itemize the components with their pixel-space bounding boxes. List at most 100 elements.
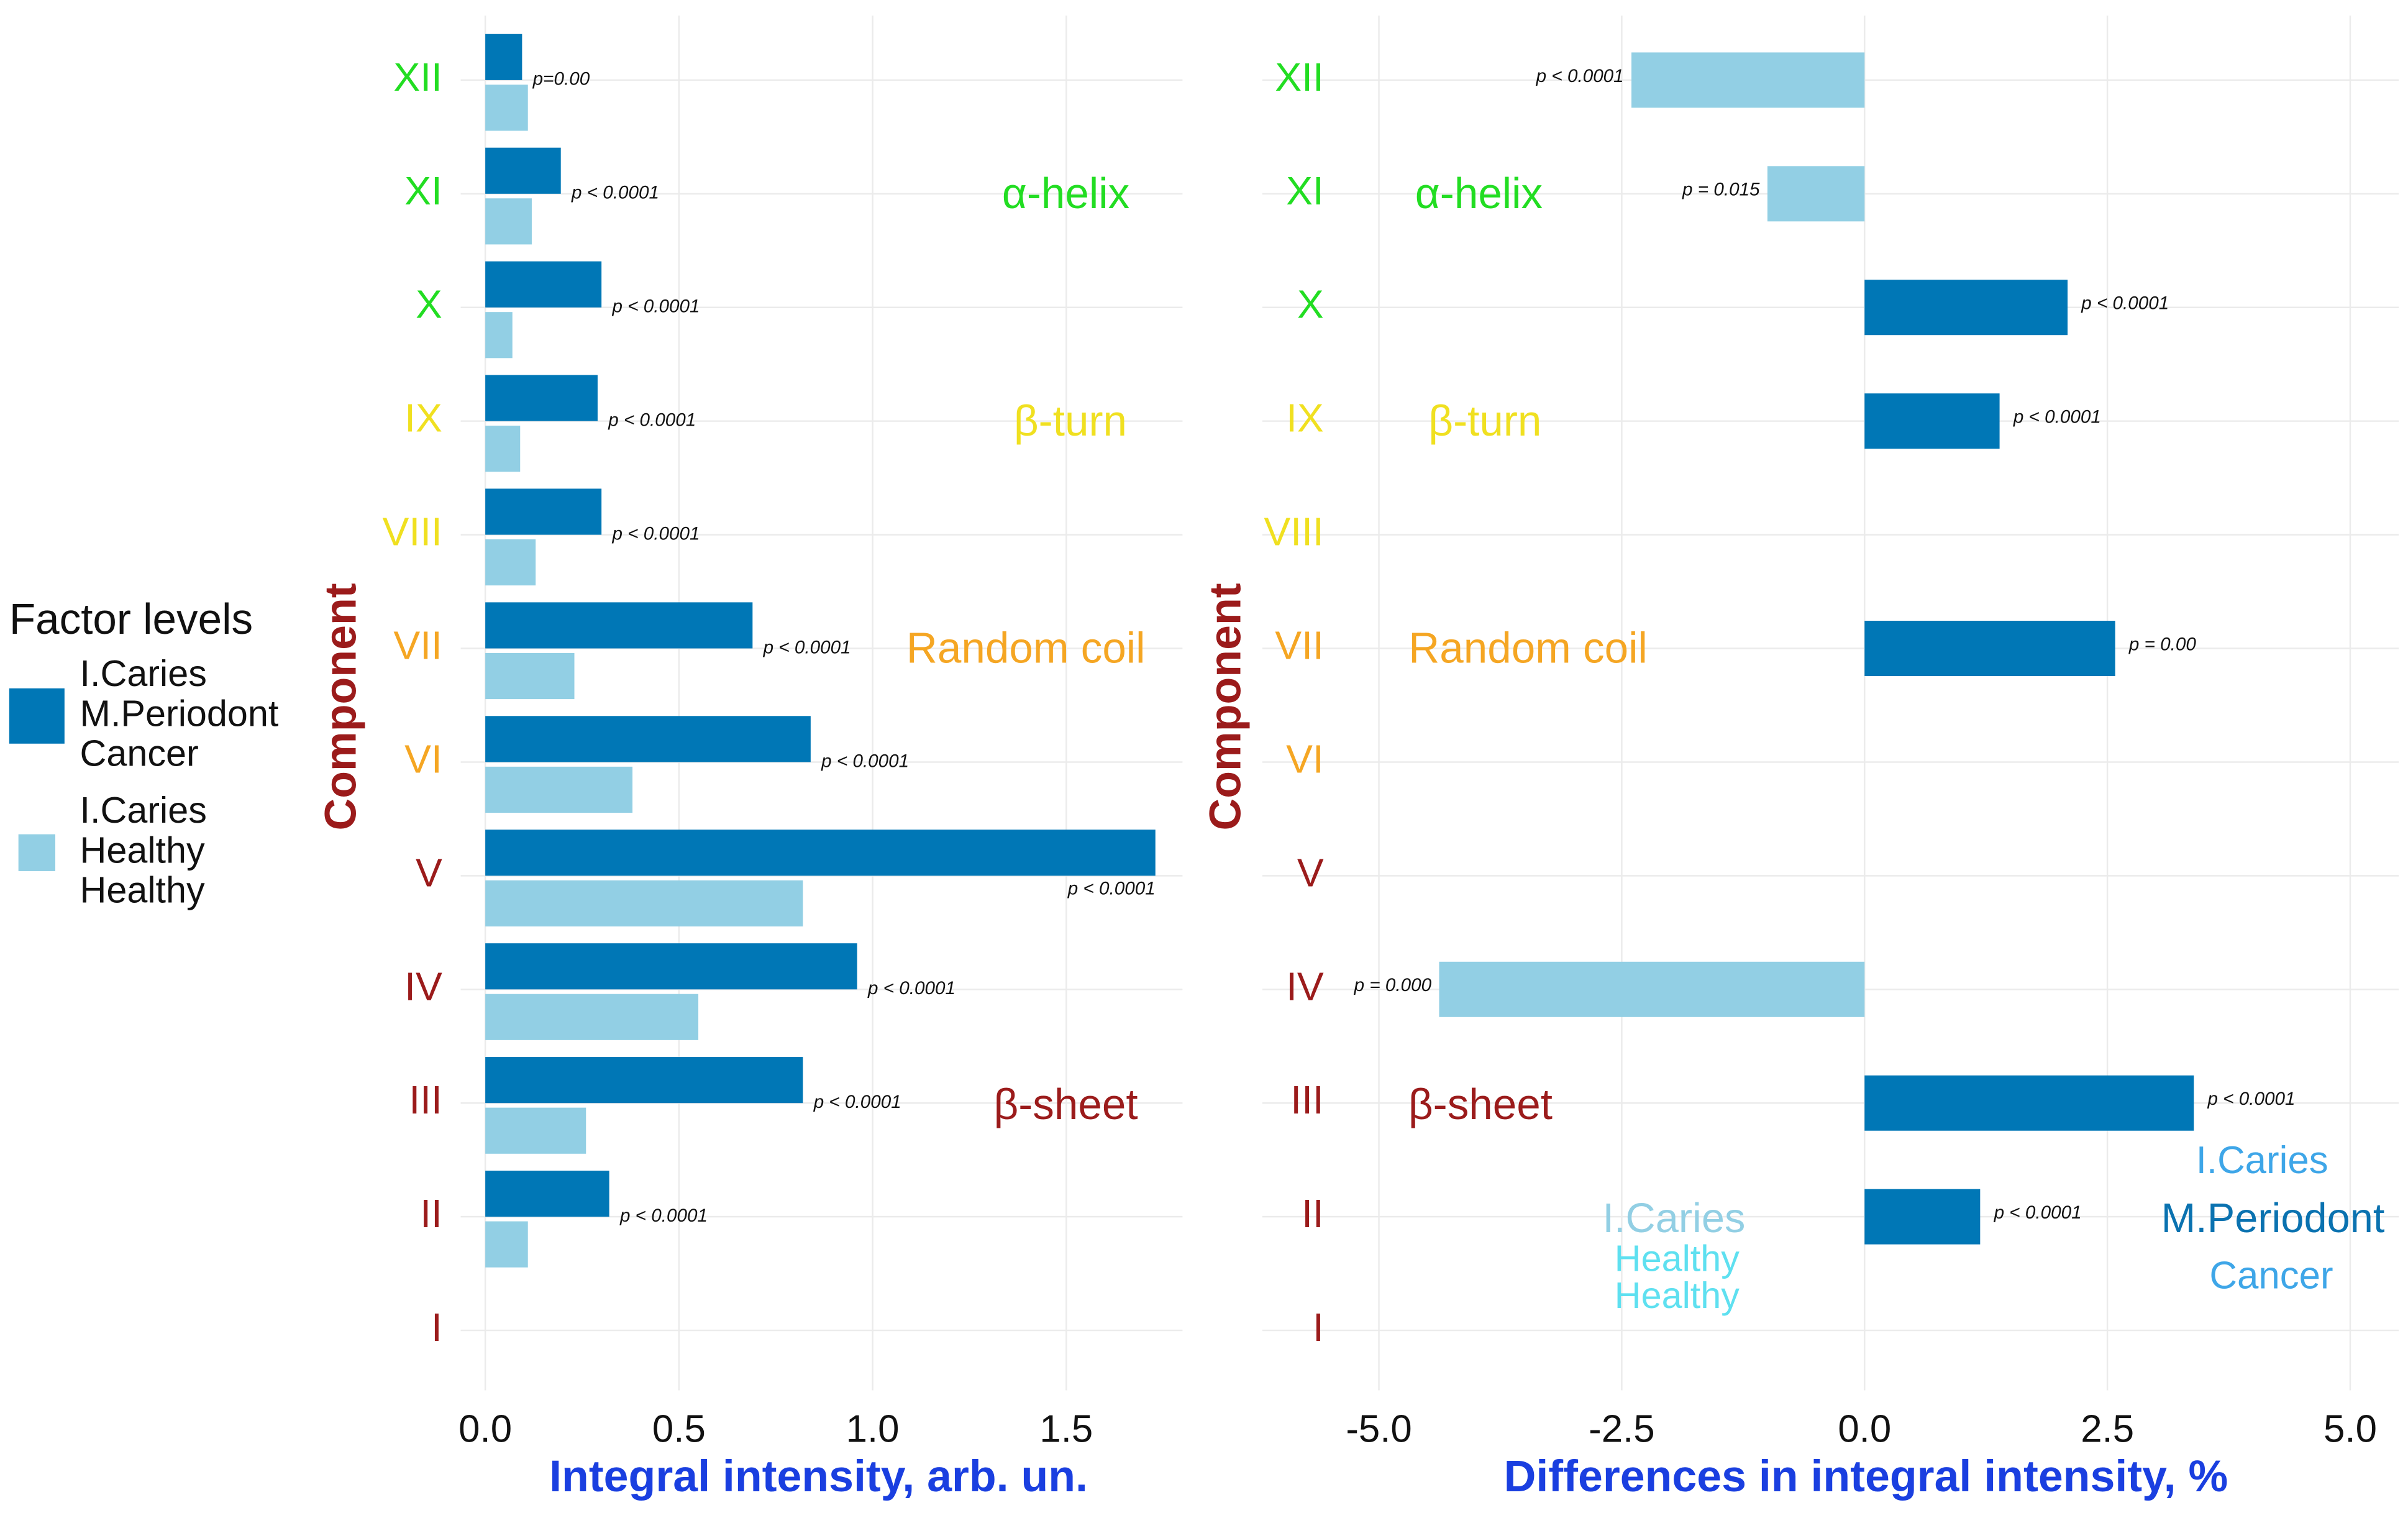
bar <box>485 85 528 131</box>
bar <box>1864 393 2000 449</box>
x-tick-label: 1.0 <box>846 1408 900 1451</box>
annotation: α-helix <box>1415 169 1543 217</box>
x-tick-label: 0.0 <box>458 1408 512 1451</box>
annotation: β-turn <box>1428 396 1541 445</box>
annotation: Cancer <box>2209 1254 2333 1297</box>
category-label: IX <box>404 396 442 441</box>
category-label: VII <box>1275 623 1324 668</box>
bar <box>485 830 1156 876</box>
category-label: XII <box>393 55 442 99</box>
x-tick-label: 0.5 <box>652 1408 706 1451</box>
p-value-label: p < 0.0001 <box>867 978 955 999</box>
legend-label: I.Caries Healthy Healthy <box>80 789 207 911</box>
p-value-label: p = 0.000 <box>1354 975 1432 995</box>
category-label: XI <box>1286 168 1324 213</box>
p-value-label: p < 0.0001 <box>1994 1202 2082 1223</box>
category-label: X <box>1297 282 1324 327</box>
x-axis-title: Integral intensity, arb. un. <box>549 1452 1088 1501</box>
bar <box>485 426 521 472</box>
category-label: IV <box>1286 964 1324 1008</box>
p-value-label: p < 0.0001 <box>619 1205 708 1226</box>
p-value-label: p < 0.0001 <box>611 296 700 317</box>
bar <box>1767 166 1865 222</box>
p-value-label: p < 0.0001 <box>2207 1089 2296 1109</box>
legend-swatch <box>9 688 65 744</box>
annotation: I.Caries <box>2196 1139 2328 1182</box>
bar <box>485 34 522 80</box>
bar <box>485 261 602 308</box>
bar <box>1864 280 2068 336</box>
category-label: X <box>416 282 442 327</box>
region-label: Random coil <box>906 624 1146 672</box>
bar <box>485 766 633 813</box>
annotation: Random coil <box>1408 624 1648 672</box>
x-tick-label: 1.5 <box>1039 1408 1093 1451</box>
p-value-label: p = 0.00 <box>2128 634 2197 654</box>
category-label: I <box>431 1305 442 1350</box>
category-label: III <box>1290 1077 1324 1122</box>
annotation: Healthy <box>1615 1274 1740 1316</box>
bar <box>485 198 532 245</box>
category-label: II <box>1302 1191 1324 1236</box>
x-tick-label: 2.5 <box>2081 1408 2134 1451</box>
bar <box>1864 1189 1981 1245</box>
category-label: VIII <box>382 510 442 554</box>
bar <box>485 1057 803 1104</box>
region-label: α-helix <box>1002 169 1129 217</box>
p-value-label: p < 0.0001 <box>1536 66 1624 86</box>
annotation: M.Periodont <box>2161 1196 2385 1241</box>
category-label: I <box>1313 1305 1324 1350</box>
x-axis-title: Differences in integral intensity, % <box>1504 1452 2228 1501</box>
bar <box>485 652 575 700</box>
category-label: V <box>1297 850 1324 895</box>
category-label: XII <box>1275 55 1324 99</box>
p-value-label: p=0.00 <box>532 69 590 89</box>
bar <box>485 943 857 990</box>
category-label: IX <box>1286 396 1324 441</box>
category-label: XI <box>404 168 442 213</box>
bar <box>485 147 561 194</box>
x-tick-label: -5.0 <box>1346 1408 1412 1451</box>
legend-label: I.Caries M.Periodont Cancer <box>80 652 279 774</box>
bar <box>485 539 536 586</box>
y-axis-title: Component <box>316 583 366 830</box>
category-label: V <box>416 850 442 895</box>
x-tick-label: -2.5 <box>1589 1408 1654 1451</box>
y-axis-title: Component <box>1200 583 1250 830</box>
bar <box>1631 52 1865 108</box>
p-value-label: p < 0.0001 <box>1067 878 1156 898</box>
bar <box>1439 961 1865 1017</box>
bar <box>1864 1075 2194 1131</box>
p-value-label: p = 0.015 <box>1682 180 1760 200</box>
p-value-label: p < 0.0001 <box>2081 293 2169 314</box>
p-value-label: p < 0.0001 <box>571 183 659 203</box>
bar <box>485 1107 586 1154</box>
legend-title: Factor levels <box>9 595 253 643</box>
p-value-label: p < 0.0001 <box>2013 407 2101 428</box>
category-label: VII <box>393 623 442 668</box>
x-tick-label: 0.0 <box>1838 1408 1891 1451</box>
legend-swatch <box>18 834 55 871</box>
category-label: VIII <box>1264 510 1323 554</box>
p-value-label: p < 0.0001 <box>608 410 696 431</box>
bar <box>485 1221 528 1268</box>
annotation: I.Caries <box>1602 1196 1745 1241</box>
annotation: β-sheet <box>1408 1080 1553 1128</box>
bar <box>485 312 513 359</box>
bar <box>485 602 753 649</box>
p-value-label: p < 0.0001 <box>763 637 851 657</box>
p-value-label: p < 0.0001 <box>821 751 909 771</box>
p-value-label: p < 0.0001 <box>611 523 700 544</box>
region-label: β-turn <box>1014 396 1127 445</box>
region-label: β-sheet <box>993 1080 1138 1128</box>
bar <box>485 1170 609 1217</box>
bar <box>485 488 602 535</box>
category-label: VI <box>404 736 442 781</box>
category-label: VI <box>1286 736 1324 781</box>
bar <box>485 716 811 762</box>
annotation: Healthy <box>1615 1237 1740 1279</box>
x-tick-label: 5.0 <box>2324 1408 2377 1451</box>
bar <box>1864 621 2115 677</box>
category-label: III <box>409 1077 442 1122</box>
